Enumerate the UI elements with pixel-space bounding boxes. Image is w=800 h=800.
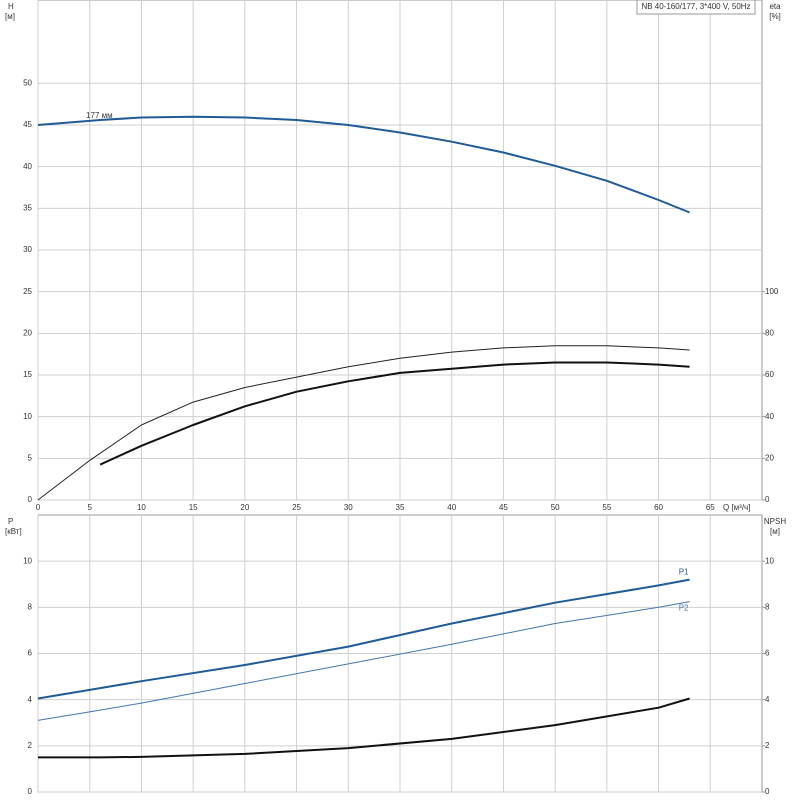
x-tick-label: 5 xyxy=(87,503,92,512)
y-tick-label: 4 xyxy=(28,695,33,704)
x-axis-label: Q [м³/ч] xyxy=(723,503,750,512)
x-tick-label: 50 xyxy=(551,503,560,512)
chart-title: NB 40-160/177, 3*400 V, 50Hz xyxy=(641,2,750,11)
y2-tick-label: 4 xyxy=(765,695,770,704)
y2-tick-label: 8 xyxy=(765,602,770,611)
y2-tick-label: 40 xyxy=(765,412,774,421)
y-tick-label: 6 xyxy=(28,649,33,658)
y2-tick-label: 20 xyxy=(765,453,774,462)
x-tick-label: 65 xyxy=(706,503,715,512)
y-tick-label: 30 xyxy=(23,245,32,254)
series-line xyxy=(37,578,690,700)
x-tick-label: 20 xyxy=(240,503,249,512)
y-tick-label: 0 xyxy=(28,787,33,796)
x-tick-label: 55 xyxy=(602,503,611,512)
y2-tick-label: 60 xyxy=(765,370,774,379)
curve-annotation: 177 мм xyxy=(86,111,113,120)
x-tick-label: 0 xyxy=(36,503,41,512)
y-tick-label: 10 xyxy=(23,412,32,421)
y-tick-label: 0 xyxy=(28,495,33,504)
y-axis-label: H xyxy=(8,2,14,11)
y2-axis-label: eta xyxy=(769,2,781,11)
series-line xyxy=(37,345,690,501)
y2-tick-label: 2 xyxy=(765,741,770,750)
y-axis-unit: [м] xyxy=(5,12,15,21)
y-tick-label: 50 xyxy=(23,78,32,87)
series-line xyxy=(38,697,690,759)
y-tick-label: 35 xyxy=(23,203,32,212)
y-tick-label: 2 xyxy=(28,741,33,750)
x-tick-label: 10 xyxy=(137,503,146,512)
x-tick-label: 60 xyxy=(654,503,663,512)
y-tick-label: 25 xyxy=(23,287,32,296)
x-tick-label: 35 xyxy=(396,503,405,512)
series-line xyxy=(37,115,690,214)
series-label: P2 xyxy=(679,604,689,613)
y-tick-label: 8 xyxy=(28,602,33,611)
y-axis-unit: [кВт] xyxy=(5,527,22,536)
x-tick-label: 30 xyxy=(344,503,353,512)
y-tick-label: 5 xyxy=(28,453,33,462)
x-tick-label: 45 xyxy=(499,503,508,512)
y2-tick-label: 10 xyxy=(765,556,774,565)
y-tick-label: 40 xyxy=(23,162,32,171)
y2-tick-label: 0 xyxy=(765,495,770,504)
y-tick-label: 10 xyxy=(23,556,32,565)
y2-tick-label: 0 xyxy=(765,787,770,796)
y2-tick-label: 6 xyxy=(765,649,770,658)
y-tick-label: 20 xyxy=(23,328,32,337)
series-label: P1 xyxy=(679,568,689,577)
x-tick-label: 40 xyxy=(447,503,456,512)
y2-tick-label: 100 xyxy=(765,287,779,296)
y2-tick-label: 80 xyxy=(765,328,774,337)
y2-axis-unit: [м] xyxy=(770,527,780,536)
y-tick-label: 15 xyxy=(23,370,32,379)
x-tick-label: 25 xyxy=(292,503,301,512)
series-line xyxy=(99,361,690,466)
series-line xyxy=(37,601,690,721)
title-box xyxy=(636,0,756,15)
y2-axis-unit: [%] xyxy=(769,12,781,21)
y2-axis-label: NPSH xyxy=(764,517,786,526)
x-tick-label: 15 xyxy=(189,503,198,512)
y-axis-label: P xyxy=(8,517,13,526)
y-tick-label: 45 xyxy=(23,120,32,129)
